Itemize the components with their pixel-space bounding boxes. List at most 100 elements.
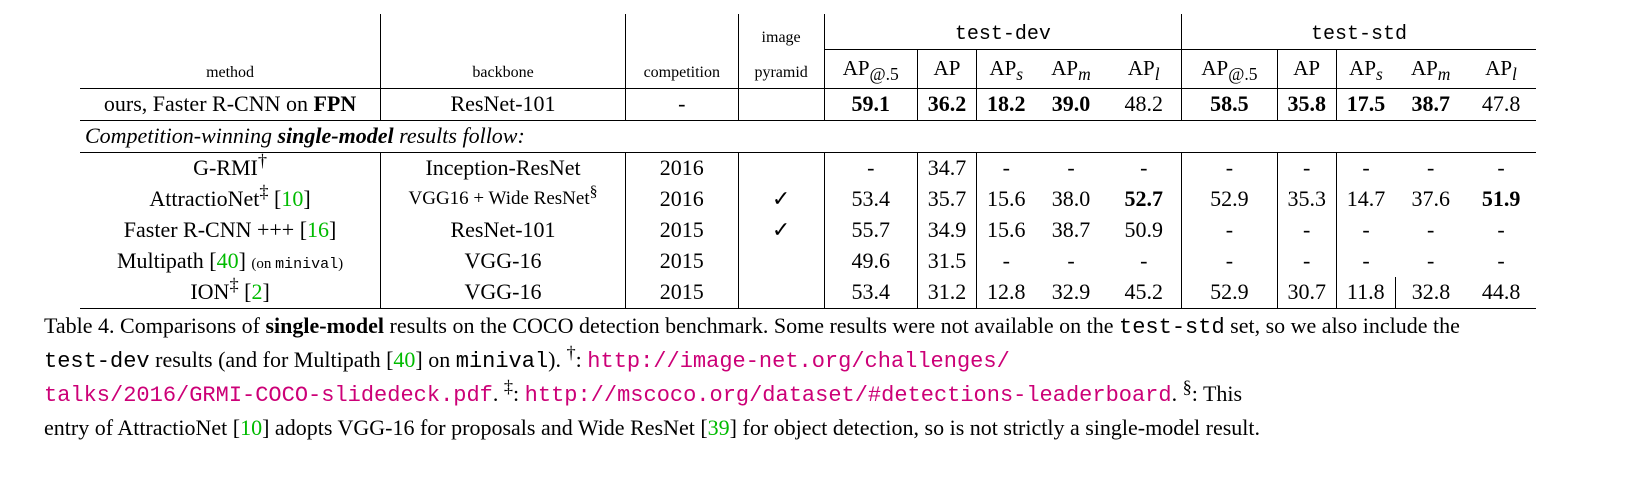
row-std-apl: - [1497, 217, 1505, 242]
row-std-apm: - [1427, 155, 1435, 180]
citation-link[interactable]: 40 [393, 347, 416, 372]
row-std-apm: 32.8 [1395, 276, 1467, 309]
section-header: Competition-winning single-model results… [80, 120, 1536, 153]
row-method: Multipath [40] (on minival) [80, 245, 382, 277]
row-dev-ap: 34.7 [917, 152, 978, 184]
header-dev-apm: APm [1035, 49, 1107, 89]
header-row-metrics: method backbone competition pyramid AP@.… [80, 49, 1536, 89]
header-image: image [738, 14, 825, 50]
row-std-ap50: - [1181, 245, 1278, 277]
row-dev-ap: 34.9 [917, 214, 978, 246]
row-method: ION‡ [2] [80, 276, 382, 309]
citation-link[interactable]: 40 [216, 248, 239, 273]
row-competition: 2015 [625, 214, 739, 246]
row-dev-ap50: 49.6 [824, 245, 918, 277]
table-row: ION‡ [2] VGG-16 2015 53.4 31.2 12.8 32.9… [80, 276, 1536, 309]
row-dev-ap: 31.2 [917, 276, 978, 309]
row-std-aps: - [1362, 248, 1370, 273]
row-std-ap50: 52.9 [1181, 276, 1278, 309]
header-std-aps: APs [1336, 49, 1396, 89]
row-competition: 2016 [625, 183, 739, 215]
row-dev-apl: - [1106, 152, 1183, 184]
row-std-ap: 30.7 [1277, 276, 1337, 309]
row-dev-apl: 45.2 [1106, 276, 1183, 309]
row-dev-ap50: 55.7 [824, 214, 918, 246]
row-competition: 2016 [625, 152, 739, 184]
ours-dev-ap: 36.2 [917, 88, 978, 121]
citation-link[interactable]: 10 [281, 186, 304, 211]
header-backbone: backbone [380, 49, 626, 89]
citation-link[interactable]: 10 [240, 415, 263, 440]
row-pyramid [738, 152, 825, 184]
row-backbone: ResNet-101 [380, 214, 626, 246]
ours-dev-aps: 18.2 [976, 88, 1036, 121]
table-caption: Table 4. Comparisons of single-model res… [44, 313, 1460, 440]
row-std-aps: - [1362, 155, 1370, 180]
section-header-row: Competition-winning single-model results… [80, 120, 1536, 153]
row-dev-ap: 35.7 [917, 183, 978, 215]
row-std-apl: 44.8 [1466, 276, 1536, 309]
table-row: G-RMI† Inception-ResNet 2016 - 34.7 - - … [80, 152, 1536, 184]
row-dev-aps: 12.8 [975, 276, 1036, 309]
row-dev-ap50: - [824, 152, 918, 184]
row-dev-aps: 15.6 [987, 217, 1026, 242]
header-dev-ap: AP [917, 49, 978, 89]
grmi-url-link[interactable]: http://image-net.org/challenges/talks/20… [44, 349, 1010, 408]
row-dev-apl: 52.7 [1106, 183, 1183, 215]
ours-dev-apl: 48.2 [1106, 88, 1183, 121]
row-std-ap50: 52.9 [1181, 183, 1278, 215]
results-table: image test-dev test-std method backbone … [80, 14, 1536, 309]
citation-link[interactable]: 16 [307, 217, 330, 242]
ours-method: ours, Faster R-CNN on FPN [80, 88, 382, 121]
row-std-apm: 37.6 [1411, 186, 1450, 211]
row-dev-apm: - [1067, 155, 1075, 180]
table-row: AttractioNet‡ [10] VGG16 + Wide ResNet§ … [80, 183, 1536, 215]
row-pyramid: ✓ [738, 183, 825, 215]
row-dev-ap: 31.5 [917, 245, 978, 277]
row-competition: 2015 [625, 276, 739, 309]
row-competition: 2015 [625, 245, 739, 277]
header-std-ap: AP [1277, 49, 1337, 89]
results-table-container: image test-dev test-std method backbone … [80, 14, 1536, 309]
ours-backbone: ResNet-101 [380, 88, 626, 121]
ours-std-ap50: 58.5 [1181, 88, 1278, 121]
row-dev-aps: - [975, 152, 1036, 184]
row-std-ap: - [1277, 245, 1337, 277]
row-dev-apm: 32.9 [1035, 276, 1107, 309]
row-backbone: VGG16 + Wide ResNet§ [380, 183, 626, 215]
row-backbone: Inception-ResNet [380, 152, 626, 184]
row-std-apm: - [1427, 217, 1435, 242]
ours-competition: - [625, 88, 739, 121]
header-method: method [80, 49, 382, 89]
row-std-apl: - [1497, 155, 1505, 180]
citation-link[interactable]: 39 [707, 415, 730, 440]
header-competition: competition [625, 49, 739, 89]
row-pyramid: ✓ [738, 214, 825, 246]
row-std-aps: 14.7 [1346, 186, 1386, 211]
row-backbone: VGG-16 [380, 245, 626, 277]
row-dev-aps: - [975, 245, 1036, 277]
header-pyramid: pyramid [738, 49, 825, 89]
row-dev-aps: 15.6 [987, 186, 1026, 211]
table-row: Multipath [40] (on minival) VGG-16 2015 … [80, 245, 1536, 277]
row-dev-apm: 38.0 [1051, 186, 1091, 211]
row-method: AttractioNet‡ [10] [80, 183, 382, 215]
row-pyramid [738, 276, 825, 309]
citation-link[interactable]: 2 [251, 279, 263, 304]
ours-std-aps: 17.5 [1336, 88, 1396, 121]
ours-std-apl: 47.8 [1466, 88, 1536, 121]
row-method: Faster R-CNN +++ [16] [80, 214, 382, 246]
mscoco-url-link[interactable]: http://mscoco.org/dataset/#detections-le… [524, 383, 1172, 408]
row-backbone: VGG-16 [380, 276, 626, 309]
row-dev-apm: - [1067, 248, 1075, 273]
header-dev-ap50: AP@.5 [824, 49, 918, 89]
row-std-apl: 51.9 [1481, 186, 1521, 211]
header-std-apl: APl [1466, 49, 1536, 89]
row-pyramid [738, 245, 825, 277]
row-std-ap: - [1277, 152, 1337, 184]
header-test-dev: test-dev [824, 14, 1183, 50]
ours-std-apm: 38.7 [1395, 88, 1467, 121]
row-std-apl: - [1497, 248, 1505, 273]
row-std-aps: - [1362, 217, 1370, 242]
header-dev-apl: APl [1106, 49, 1183, 89]
